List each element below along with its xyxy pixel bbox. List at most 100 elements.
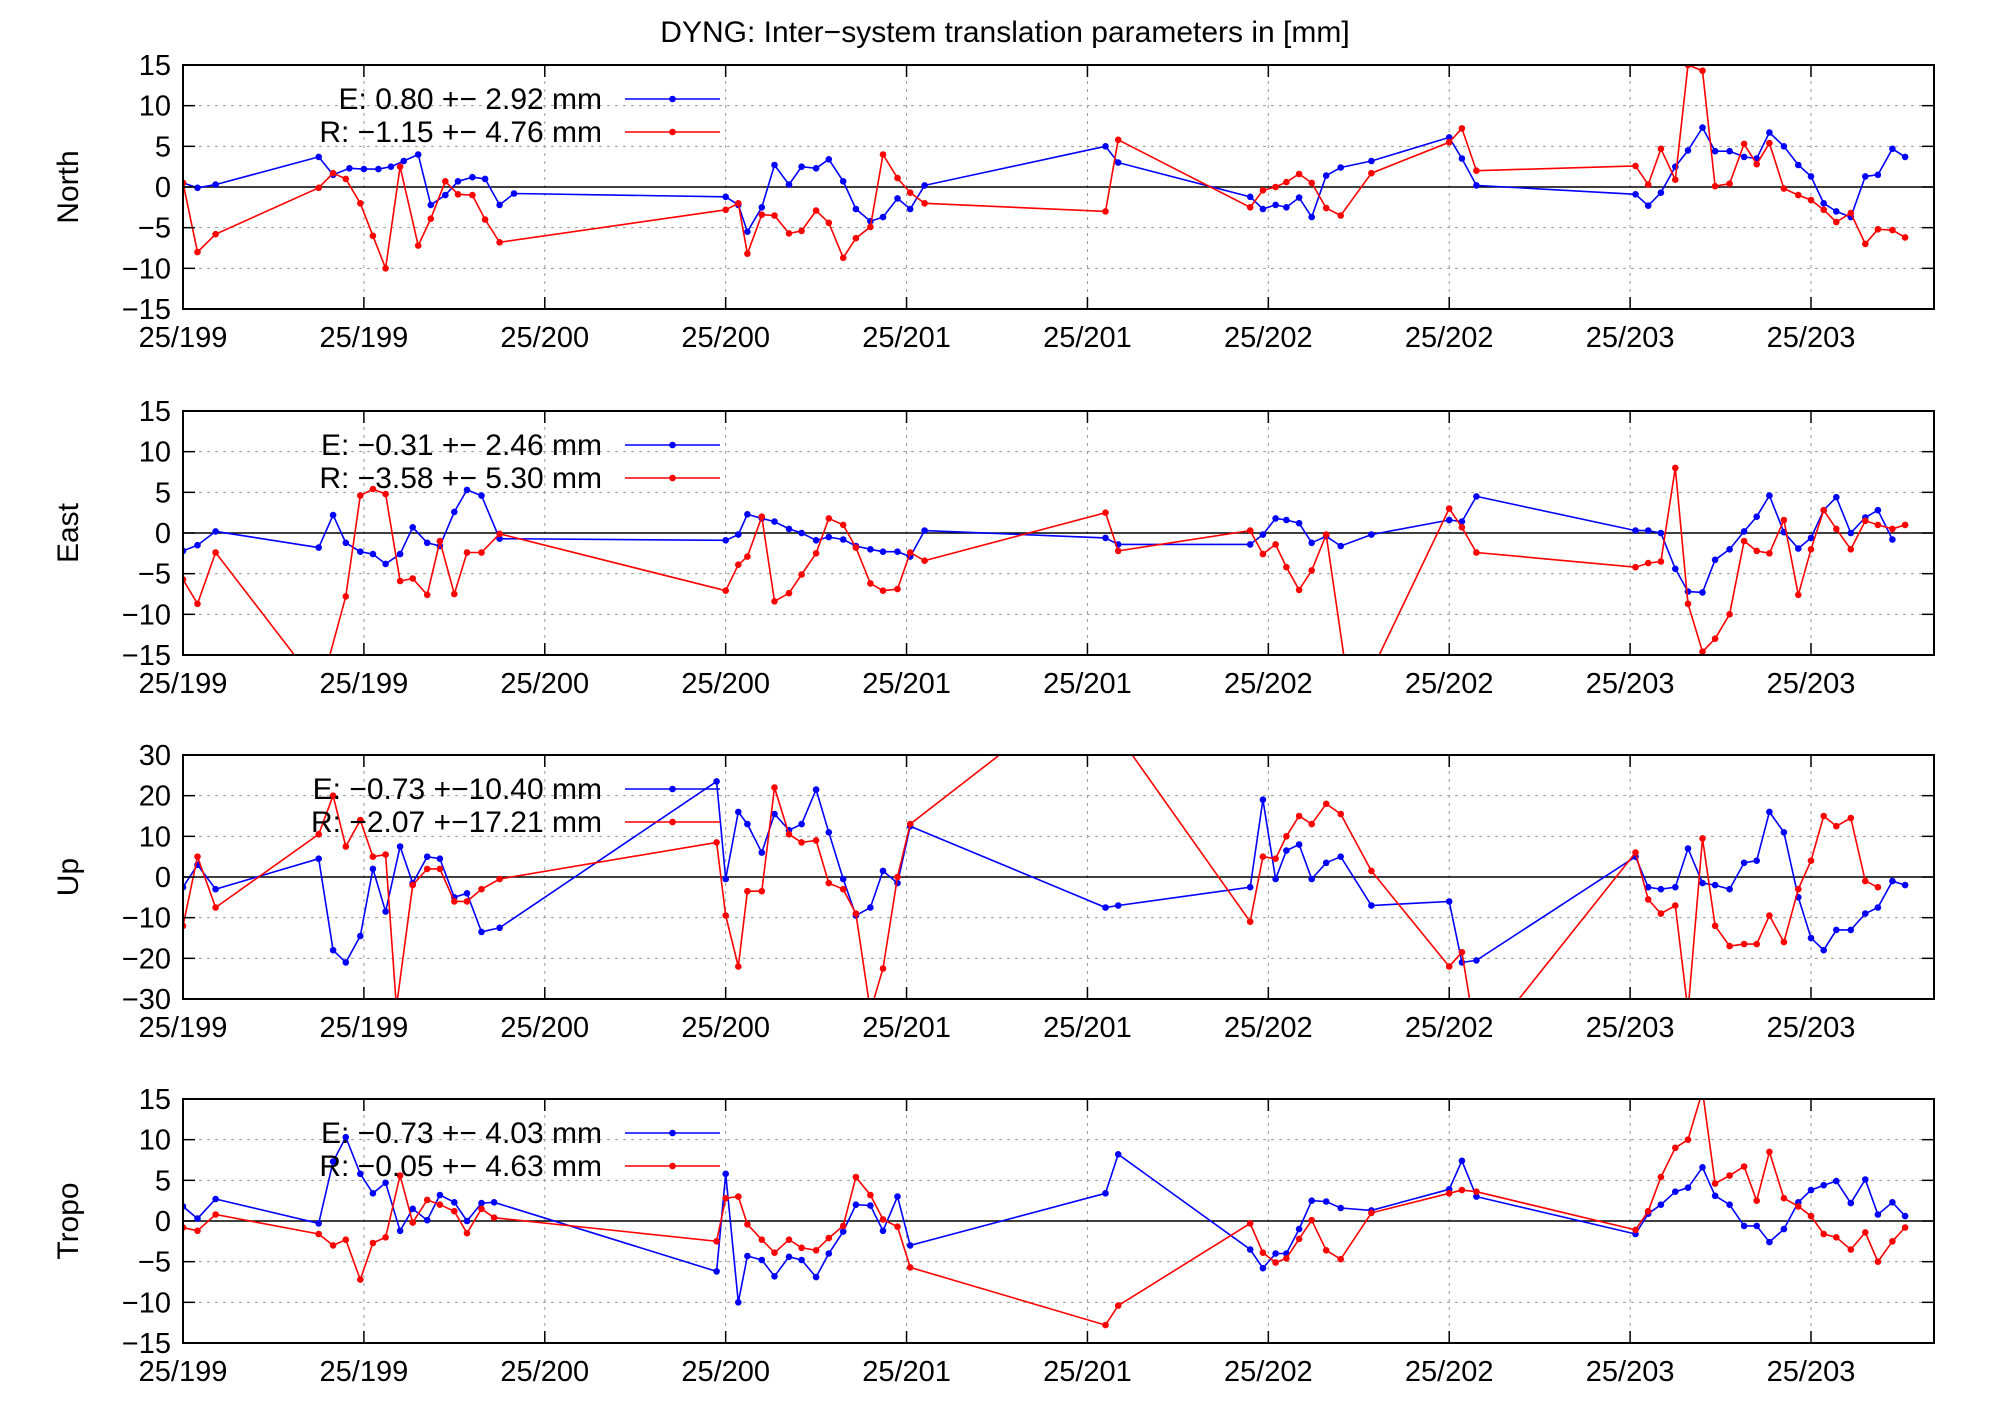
data-point-r xyxy=(1644,896,1652,903)
data-point-e xyxy=(1295,841,1303,848)
data-point-e xyxy=(442,191,449,199)
data-point-r xyxy=(1901,234,1909,241)
data-point-e xyxy=(839,178,847,185)
data-point-e xyxy=(212,181,219,188)
data-point-e xyxy=(346,165,353,172)
data-point-e xyxy=(478,928,485,936)
data-point-r xyxy=(1901,521,1909,529)
data-point-e xyxy=(1246,883,1254,891)
series-e xyxy=(183,1133,1909,1306)
data-point-e xyxy=(360,165,368,173)
data-point-e xyxy=(867,546,874,553)
data-point-e xyxy=(1295,194,1303,201)
data-point-e xyxy=(1699,589,1706,596)
y-tick-label: −5 xyxy=(138,213,171,245)
data-point-r xyxy=(1807,546,1815,553)
data-point-r xyxy=(357,1276,364,1283)
data-point-r xyxy=(1820,206,1827,214)
data-point-r xyxy=(852,910,860,917)
data-point-r xyxy=(297,660,304,667)
y-axis-label: North xyxy=(52,150,85,223)
data-point-r xyxy=(396,163,404,170)
data-point-r xyxy=(1012,740,1019,747)
data-point-r xyxy=(194,1227,201,1235)
data-point-e xyxy=(1283,516,1290,524)
data-point-r xyxy=(1780,185,1788,192)
data-point-e xyxy=(357,1170,364,1178)
data-point-r xyxy=(1445,963,1453,970)
data-point-r xyxy=(1295,812,1303,820)
data-point-e xyxy=(329,946,337,954)
data-point-e xyxy=(1766,492,1773,499)
data-point-r xyxy=(812,207,820,214)
legend-marker-e xyxy=(669,1129,676,1137)
data-point-e xyxy=(1272,875,1279,883)
data-point-r xyxy=(396,1172,404,1179)
legend-marker-r xyxy=(669,818,676,826)
data-point-r xyxy=(825,515,833,522)
data-point-e xyxy=(315,153,323,161)
data-point-e xyxy=(496,924,503,932)
data-point-e xyxy=(1862,1176,1869,1183)
y-tick-label: 5 xyxy=(155,477,171,509)
data-point-r xyxy=(1820,506,1827,514)
data-point-r xyxy=(329,169,337,177)
data-point-r xyxy=(735,1193,742,1200)
data-point-e xyxy=(342,1133,350,1141)
data-point-e xyxy=(1368,902,1375,909)
data-point-r xyxy=(436,865,444,873)
data-point-r xyxy=(771,784,778,791)
data-point-r xyxy=(481,216,489,223)
data-point-r xyxy=(1272,1259,1279,1266)
data-point-r xyxy=(812,837,820,844)
data-point-r xyxy=(735,200,742,207)
legend: E: −0.73 +− 4.03 mmR: −0.05 +− 4.63 mm xyxy=(319,1117,720,1183)
legend-marker-e xyxy=(669,95,676,103)
x-tick-label: 25/202 xyxy=(1224,668,1313,700)
data-point-r xyxy=(785,230,793,237)
data-point-e xyxy=(1780,143,1788,150)
data-point-r xyxy=(315,1230,323,1238)
x-tick-label: 25/202 xyxy=(1224,1012,1313,1044)
data-point-r xyxy=(1726,180,1733,187)
series-e xyxy=(183,486,1896,596)
y-axis-label: Tropo xyxy=(52,1182,85,1259)
y-tick-label: −20 xyxy=(122,943,171,975)
data-point-r xyxy=(1795,885,1802,893)
x-tick-label: 25/201 xyxy=(1043,322,1132,354)
data-point-r xyxy=(1272,183,1279,191)
data-point-r xyxy=(879,587,887,594)
data-point-e xyxy=(1644,883,1652,891)
data-point-r xyxy=(1322,531,1330,538)
data-point-r xyxy=(1847,209,1855,217)
data-point-e xyxy=(1807,534,1815,542)
data-point-r xyxy=(771,1249,778,1256)
x-tick-label: 25/203 xyxy=(1767,1356,1856,1388)
data-point-r xyxy=(1874,226,1882,233)
data-point-r xyxy=(1740,940,1748,948)
y-tick-label: 10 xyxy=(139,437,171,469)
data-point-r xyxy=(393,1004,400,1011)
data-point-e xyxy=(1445,134,1453,141)
data-point-r xyxy=(1820,1230,1827,1238)
data-point-e xyxy=(798,820,805,828)
legend-label-e: E: 0.80 +− 2.92 mm xyxy=(339,83,602,116)
data-point-e xyxy=(423,539,431,547)
data-point-e xyxy=(382,908,389,915)
data-point-e xyxy=(1901,881,1909,889)
data-point-r xyxy=(771,598,778,605)
data-point-e xyxy=(382,1179,389,1187)
data-point-e xyxy=(1711,147,1719,155)
data-point-e xyxy=(1322,172,1330,179)
data-point-e xyxy=(396,550,404,558)
data-point-r xyxy=(1259,853,1267,860)
data-point-e xyxy=(744,1252,751,1260)
data-point-r xyxy=(1632,563,1639,571)
data-point-r xyxy=(1833,1234,1840,1241)
data-point-r xyxy=(1308,179,1315,187)
data-point-r xyxy=(194,600,201,608)
data-point-r xyxy=(894,585,901,593)
y-tick-label: −10 xyxy=(122,253,171,285)
data-point-e xyxy=(1337,853,1344,860)
data-point-r xyxy=(1445,1190,1453,1197)
